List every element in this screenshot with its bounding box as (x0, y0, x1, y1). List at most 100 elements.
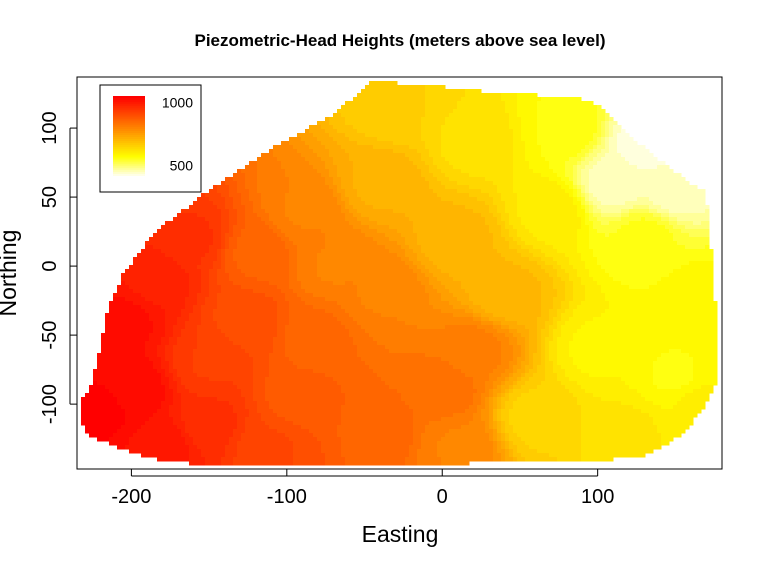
heatmap-cell (381, 185, 386, 190)
heatmap-cell (497, 261, 502, 266)
heatmap-cell (273, 173, 278, 178)
heatmap-cell (449, 97, 454, 102)
heatmap-cell (477, 97, 482, 102)
heatmap-cell (253, 205, 258, 210)
heatmap-cell (569, 153, 574, 158)
heatmap-cell (253, 229, 258, 234)
heatmap-cell (421, 249, 426, 254)
heatmap-cell (257, 229, 262, 234)
heatmap-cell (593, 105, 598, 110)
heatmap-cell (461, 101, 466, 106)
heatmap-cell (585, 217, 590, 222)
heatmap-cell (645, 157, 650, 162)
heatmap-cell (429, 157, 434, 162)
heatmap-cell (341, 181, 346, 186)
heatmap-cell (413, 173, 418, 178)
heatmap-cell (665, 205, 670, 210)
heatmap-cell (325, 261, 330, 266)
heatmap-cell (549, 105, 554, 110)
heatmap-cell (465, 169, 470, 174)
heatmap-cell (657, 169, 662, 174)
heatmap-cell (593, 253, 598, 258)
heatmap-cell (657, 205, 662, 210)
heatmap-cell (497, 265, 502, 270)
heatmap-cell (601, 181, 606, 186)
heatmap-cell (217, 193, 222, 198)
heatmap-cell (281, 189, 286, 194)
heatmap-cell (421, 93, 426, 98)
heatmap-cell (353, 169, 358, 174)
heatmap-cell (621, 229, 626, 234)
heatmap-cell (369, 269, 374, 274)
heatmap-cell (577, 217, 582, 222)
heatmap-cell (425, 105, 430, 110)
heatmap-cell (377, 185, 382, 190)
heatmap-cell (425, 221, 430, 226)
heatmap-cell (281, 221, 286, 226)
heatmap-cell (629, 257, 634, 262)
heatmap-cell (377, 201, 382, 206)
heatmap-cell (333, 225, 338, 230)
heatmap-cell (529, 221, 534, 226)
heatmap-cell (313, 253, 318, 258)
heatmap-cell (673, 197, 678, 202)
heatmap-cell (657, 185, 662, 190)
heatmap-cell (613, 161, 618, 166)
heatmap-cell (645, 161, 650, 166)
heatmap-cell (385, 81, 390, 86)
heatmap-cell (545, 185, 550, 190)
heatmap-cell (301, 233, 306, 238)
heatmap-cell (685, 233, 690, 238)
heatmap-cell (353, 129, 358, 134)
heatmap-cell (401, 145, 406, 150)
heatmap-cell (521, 133, 526, 138)
heatmap-cell (457, 209, 462, 214)
heatmap-cell (249, 257, 254, 262)
heatmap-cell (473, 153, 478, 158)
heatmap-cell (557, 169, 562, 174)
heatmap-cell (225, 193, 230, 198)
heatmap-cell (545, 193, 550, 198)
heatmap-cell (293, 201, 298, 206)
heatmap-cell (453, 129, 458, 134)
heatmap-cell (657, 249, 662, 254)
heatmap-cell (493, 265, 498, 270)
heatmap-cell (357, 265, 362, 270)
heatmap-cell (365, 181, 370, 186)
heatmap-cell (493, 125, 498, 130)
heatmap-cell (153, 265, 158, 270)
heatmap-cell (317, 237, 322, 242)
heatmap-cell (625, 241, 630, 246)
heatmap-cell (541, 149, 546, 154)
heatmap-cell (625, 201, 630, 206)
heatmap-cell (473, 201, 478, 206)
heatmap-cell (253, 177, 258, 182)
heatmap-cell (609, 253, 614, 258)
heatmap-cell (421, 201, 426, 206)
heatmap-cell (293, 229, 298, 234)
heatmap-cell (529, 217, 534, 222)
heatmap-cell (169, 233, 174, 238)
heatmap-cell (637, 201, 642, 206)
heatmap-cell (409, 89, 414, 94)
heatmap-cell (321, 129, 326, 134)
heatmap-cell (433, 109, 438, 114)
heatmap-cell (513, 189, 518, 194)
heatmap-cell (237, 209, 242, 214)
heatmap-cell (309, 133, 314, 138)
heatmap-cell (601, 117, 606, 122)
heatmap-cell (385, 125, 390, 130)
heatmap-cell (461, 233, 466, 238)
heatmap-cell (361, 97, 366, 102)
heatmap-cell (349, 141, 354, 146)
heatmap-cell (693, 201, 698, 206)
heatmap-cell (229, 221, 234, 226)
heatmap-cell (213, 237, 218, 242)
heatmap-cell (293, 205, 298, 210)
heatmap-cell (469, 157, 474, 162)
heatmap-cell (569, 197, 574, 202)
heatmap-cell (337, 257, 342, 262)
heatmap-cell (629, 137, 634, 142)
heatmap-cell (345, 229, 350, 234)
heatmap-cell (261, 193, 266, 198)
